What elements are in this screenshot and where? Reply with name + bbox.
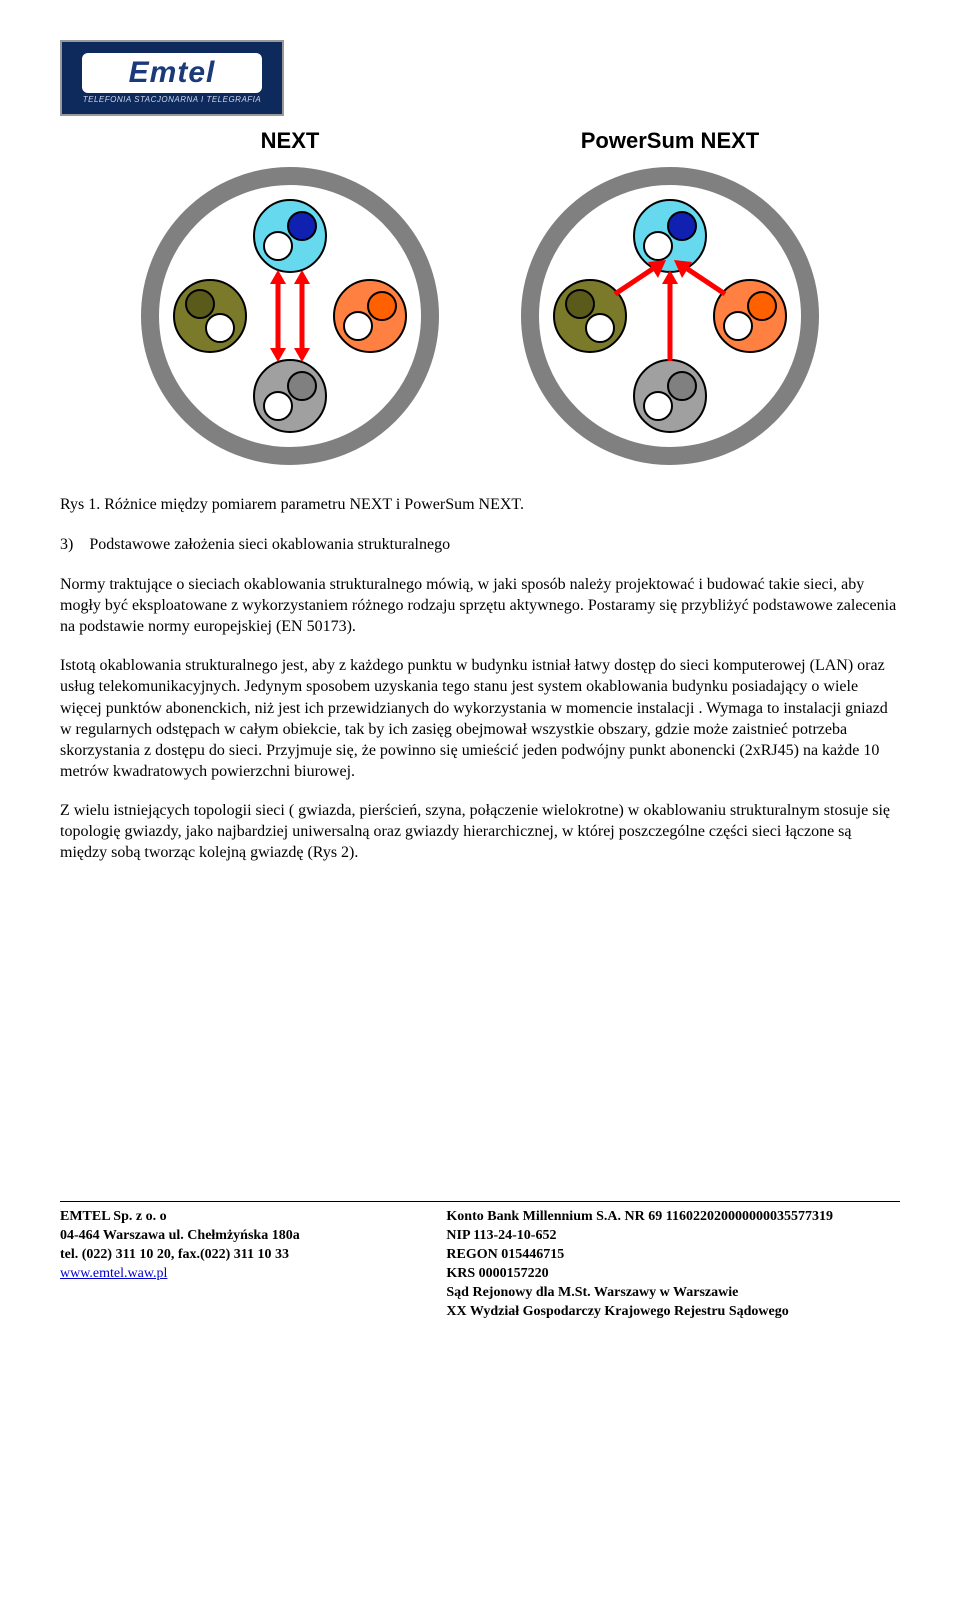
company-logo: Emtel TELEFONIA STACJONARNA I TELEGRAFIA [60,40,284,116]
diagram-next: NEXT [140,128,440,466]
footer-bank-nr: NR 69 116022020000000035577319 [621,1209,833,1224]
footer-nip: NIP 113-24-10-652 [446,1228,556,1243]
footer-court2: XX Wydział Gospodarczy Krajowego Rejestr… [446,1304,788,1319]
paragraph-3: Z wielu istniejących topologii sieci ( g… [60,800,900,863]
footer-phone: tel. (022) 311 10 20, fax.(022) 311 10 3… [60,1247,289,1262]
next-cable-icon [140,166,440,466]
section-title: Podstawowe założenia sieci okablowania s… [89,536,450,553]
footer-bank-label: Konto Bank Millennium S.A. [446,1209,621,1224]
paragraph-1: Normy traktujące o sieciach okablowania … [60,574,900,637]
footer-company: EMTEL Sp. z o. o [60,1209,167,1224]
diagram-title-powersum: PowerSum NEXT [581,128,759,154]
figure-caption: Rys 1. Różnice między pomiarem parametru… [60,496,900,514]
footer-address: 04-464 Warszawa ul. Chełmżyńska 180a [60,1228,300,1243]
footer-right: Konto Bank Millennium S.A. NR 69 1160220… [446,1208,900,1321]
footer-url-link[interactable]: www.emtel.waw.pl [60,1266,167,1281]
paragraph-2: Istotą okablowania strukturalnego jest, … [60,655,900,782]
page-footer: EMTEL Sp. z o. o 04-464 Warszawa ul. Che… [60,1208,900,1321]
diagram-powersum: PowerSum NEXT [520,128,820,466]
section-heading: 3) Podstawowe założenia sieci okablowani… [60,536,900,554]
logo-text: Emtel [82,53,262,93]
footer-court1: Sąd Rejonowy dla M.St. Warszawy w Warsza… [446,1285,738,1300]
logo-subtitle: TELEFONIA STACJONARNA I TELEGRAFIA [83,95,262,104]
diagram-row: NEXT [60,128,900,466]
footer-regon: REGON 015446715 [446,1247,564,1262]
footer-krs: KRS 0000157220 [446,1266,548,1281]
footer-left: EMTEL Sp. z o. o 04-464 Warszawa ul. Che… [60,1208,446,1321]
footer-divider [60,1201,900,1202]
diagram-title-next: NEXT [261,128,320,154]
section-number: 3) [60,536,73,553]
powersum-cable-icon [520,166,820,466]
